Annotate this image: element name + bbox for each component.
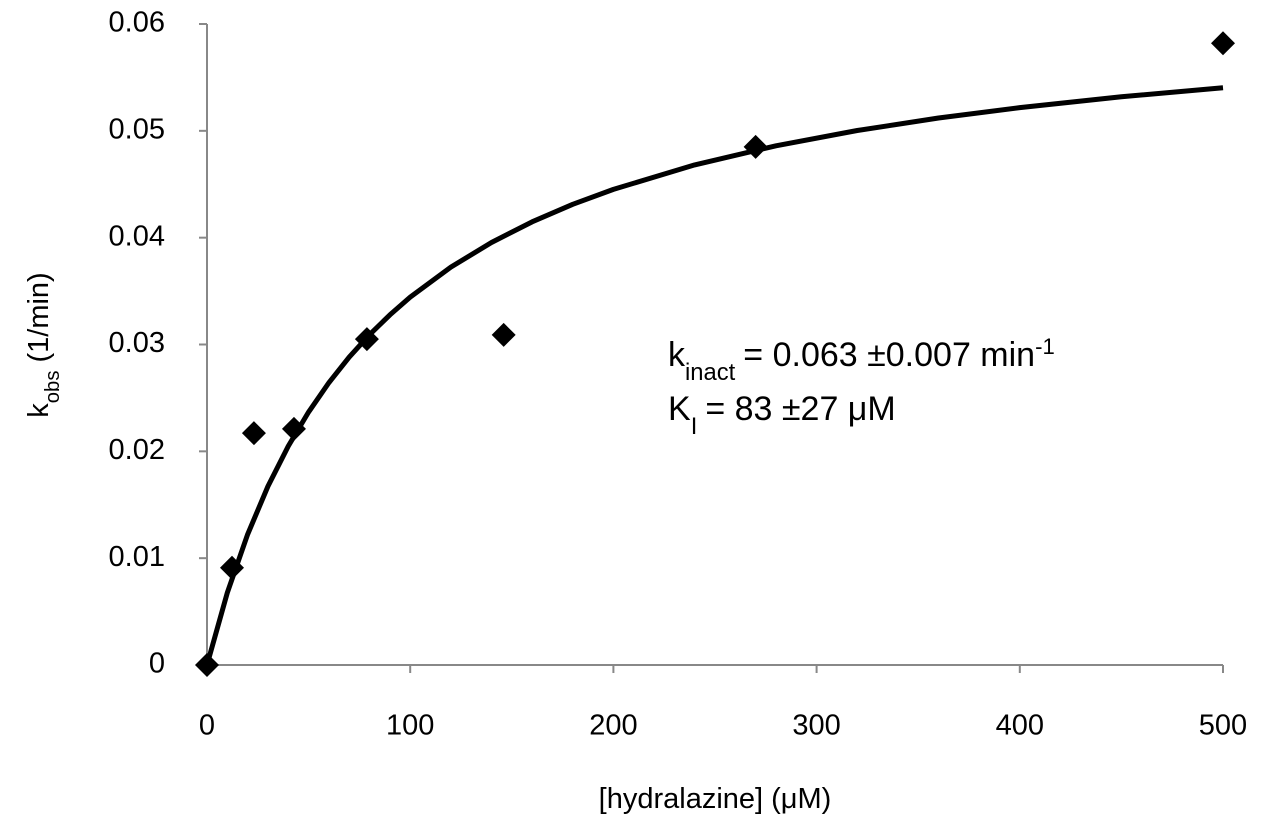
rest: = 83 ±27 μM (705, 390, 895, 428)
x-tick-label: 300 (792, 710, 840, 742)
annotation: kinact = 0.063 ±0.007 min-1 (668, 334, 1055, 386)
data-point (219, 555, 244, 580)
main: k (23, 403, 55, 418)
subscript: inact (685, 359, 736, 386)
data-point (491, 322, 516, 347)
y-tick-label: 0.01 (109, 541, 165, 573)
data-point (1211, 31, 1235, 56)
subscript: I (691, 413, 698, 440)
data-point (743, 134, 768, 159)
superscript: -1 (1035, 334, 1055, 359)
x-tick-label: 0 (199, 710, 215, 742)
fit-curve (204, 85, 1224, 666)
rest: (1/min) (23, 272, 55, 362)
y-tick-label: 0.04 (109, 220, 165, 252)
data-point (354, 327, 379, 352)
y-tick-label: 0.05 (109, 113, 165, 145)
y-axis-label: kobs (1/min) (23, 272, 64, 417)
x-tick-label: 500 (1199, 710, 1247, 742)
x-axis-label: [hydralazine] (μM) (599, 783, 832, 815)
annotation: KI = 83 ±27 μM (668, 390, 896, 440)
main: k (668, 336, 686, 374)
rest: = 0.063 ±0.007 min (743, 336, 1035, 374)
y-tick-label: 0.03 (109, 327, 165, 359)
x-tick-label: 400 (996, 710, 1044, 742)
x-tick-label: 200 (589, 710, 637, 742)
data-point (281, 416, 306, 441)
subscript: obs (42, 371, 64, 404)
x-tick-label: 100 (386, 710, 434, 742)
y-tick-label: 0 (149, 648, 165, 680)
y-tick-label: 0.06 (109, 7, 165, 39)
y-tick-label: 0.02 (109, 434, 165, 466)
main: K (668, 390, 691, 428)
data-point (241, 421, 266, 446)
data-point (195, 653, 219, 677)
